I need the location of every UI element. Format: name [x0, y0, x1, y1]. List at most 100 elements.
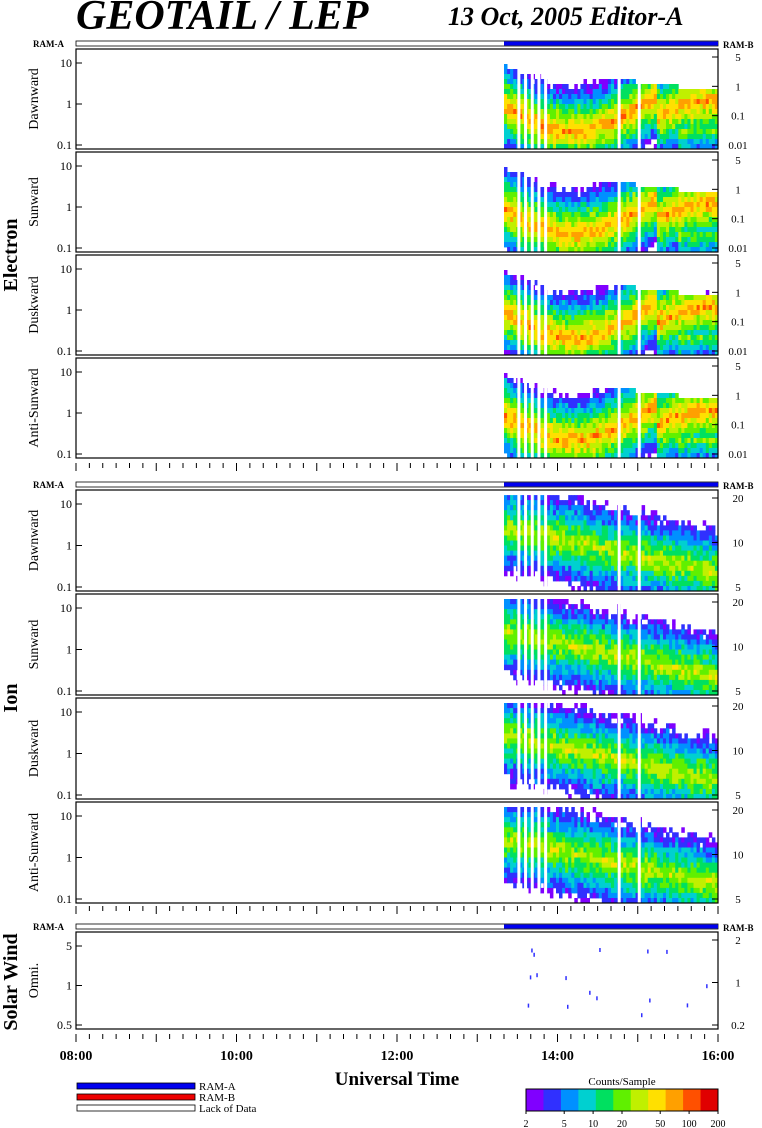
- heatmap-cell: [702, 99, 707, 105]
- heatmap-cell: [650, 197, 655, 203]
- heatmap-cell: [604, 403, 609, 409]
- heatmap-cell: [534, 510, 539, 516]
- heatmap-cell: [669, 242, 673, 248]
- heatmap-cell: [577, 403, 581, 409]
- heatmap-cell: [571, 124, 575, 130]
- heatmap-cell: [623, 428, 627, 434]
- heatmap-cell: [696, 119, 701, 125]
- heatmap-cell: [650, 104, 655, 110]
- heatmap-cell: [656, 438, 661, 444]
- heatmap-cell: [589, 202, 594, 208]
- heatmap-cell: [510, 345, 514, 351]
- heatmap-cell: [580, 500, 584, 506]
- heatmap-cell: [510, 104, 514, 110]
- heatmap-cell: [510, 114, 514, 120]
- heatmap-cell: [620, 310, 624, 316]
- heatmap-cell: [534, 109, 539, 115]
- heatmap-cell: [601, 187, 606, 193]
- heatmap-cell: [507, 275, 511, 281]
- heatmap-cell: [552, 535, 557, 541]
- heatmap-cell: [693, 448, 697, 454]
- heatmap-cell: [675, 119, 679, 125]
- heatmap-cell: [513, 300, 517, 306]
- heatmap-cell: [604, 182, 609, 188]
- heatmap-cell: [669, 300, 673, 306]
- heatmap-cell: [528, 664, 532, 671]
- heatmap-cell: [623, 114, 627, 120]
- heatmap-cell: [507, 433, 511, 439]
- heatmap-cell: [644, 104, 649, 110]
- heatmap-cell: [678, 550, 682, 557]
- heatmap-cell: [659, 418, 664, 424]
- heatmap-cell: [705, 305, 710, 311]
- heatmap-cell: [705, 535, 710, 541]
- heatmap-cell: [583, 433, 587, 439]
- heatmap-cell: [620, 84, 624, 90]
- heatmap-cell: [696, 222, 701, 228]
- heatmap-cell: [614, 388, 618, 394]
- heatmap-cell: [589, 134, 594, 140]
- data-gap: [617, 490, 621, 591]
- heatmap-cell: [656, 109, 661, 115]
- heatmap-cell: [626, 565, 630, 572]
- heatmap-cell: [507, 290, 511, 296]
- heatmap-cell: [693, 192, 697, 198]
- heatmap-cell: [589, 129, 594, 135]
- heatmap-cell: [687, 99, 691, 105]
- heatmap-cell: [574, 134, 578, 140]
- heatmap-cell: [598, 423, 603, 429]
- heatmap-cell: [519, 217, 523, 223]
- heatmap-cell: [571, 202, 575, 208]
- heatmap-cell: [507, 227, 511, 233]
- heatmap-cell: [601, 335, 606, 341]
- heatmap-cell: [620, 510, 624, 516]
- heatmap-cell: [586, 580, 590, 587]
- heatmap-cell: [629, 393, 633, 399]
- heatmap-cell: [510, 619, 514, 625]
- heatmap-cell: [705, 207, 710, 213]
- heatmap-cell: [708, 540, 713, 546]
- heatmap-cell: [519, 295, 523, 301]
- heatmap-cell: [711, 89, 716, 95]
- heatmap-cell: [650, 345, 655, 351]
- heatmap-cell: [659, 129, 664, 135]
- heatmap-cell: [684, 129, 688, 135]
- heatmap-cell: [534, 300, 539, 306]
- heatmap-cell: [589, 232, 594, 238]
- heatmap-cell: [559, 340, 563, 346]
- heatmap-cell: [669, 520, 673, 526]
- heatmap-cell: [577, 212, 581, 218]
- heatmap-cell: [528, 418, 532, 424]
- heatmap-cell: [663, 99, 667, 105]
- heatmap-cell: [519, 565, 523, 572]
- heatmap-cell: [552, 500, 557, 506]
- heatmap-cell: [504, 629, 508, 635]
- heatmap-cell: [647, 207, 652, 213]
- heatmap-cell: [623, 393, 627, 399]
- heatmap-cell: [702, 114, 707, 120]
- heatmap-cell: [650, 114, 655, 120]
- data-gap: [517, 152, 521, 252]
- heatmap-cell: [659, 222, 664, 228]
- heatmap-cell: [510, 350, 514, 356]
- heatmap-cell: [684, 325, 688, 331]
- heatmap-cell: [687, 119, 691, 125]
- heatmap-cell: [669, 530, 673, 536]
- heatmap-cell: [669, 310, 673, 316]
- heatmap-cell: [690, 398, 694, 404]
- heatmap-cell: [540, 222, 545, 228]
- heatmap-cell: [656, 535, 661, 541]
- heatmap-cell: [571, 448, 575, 454]
- heatmap-cell: [687, 232, 691, 238]
- heatmap-cell: [672, 335, 676, 341]
- heatmap-cell: [595, 428, 600, 434]
- heatmap-cell: [675, 350, 679, 356]
- heatmap-cell: [568, 413, 572, 419]
- heatmap-cell: [574, 212, 578, 218]
- heatmap-cell: [653, 413, 658, 419]
- heatmap-cell: [513, 325, 517, 331]
- heatmap-cell: [504, 388, 508, 394]
- heatmap-cell: [562, 119, 566, 125]
- heatmap-cell: [604, 192, 609, 198]
- heatmap-cell: [577, 438, 581, 444]
